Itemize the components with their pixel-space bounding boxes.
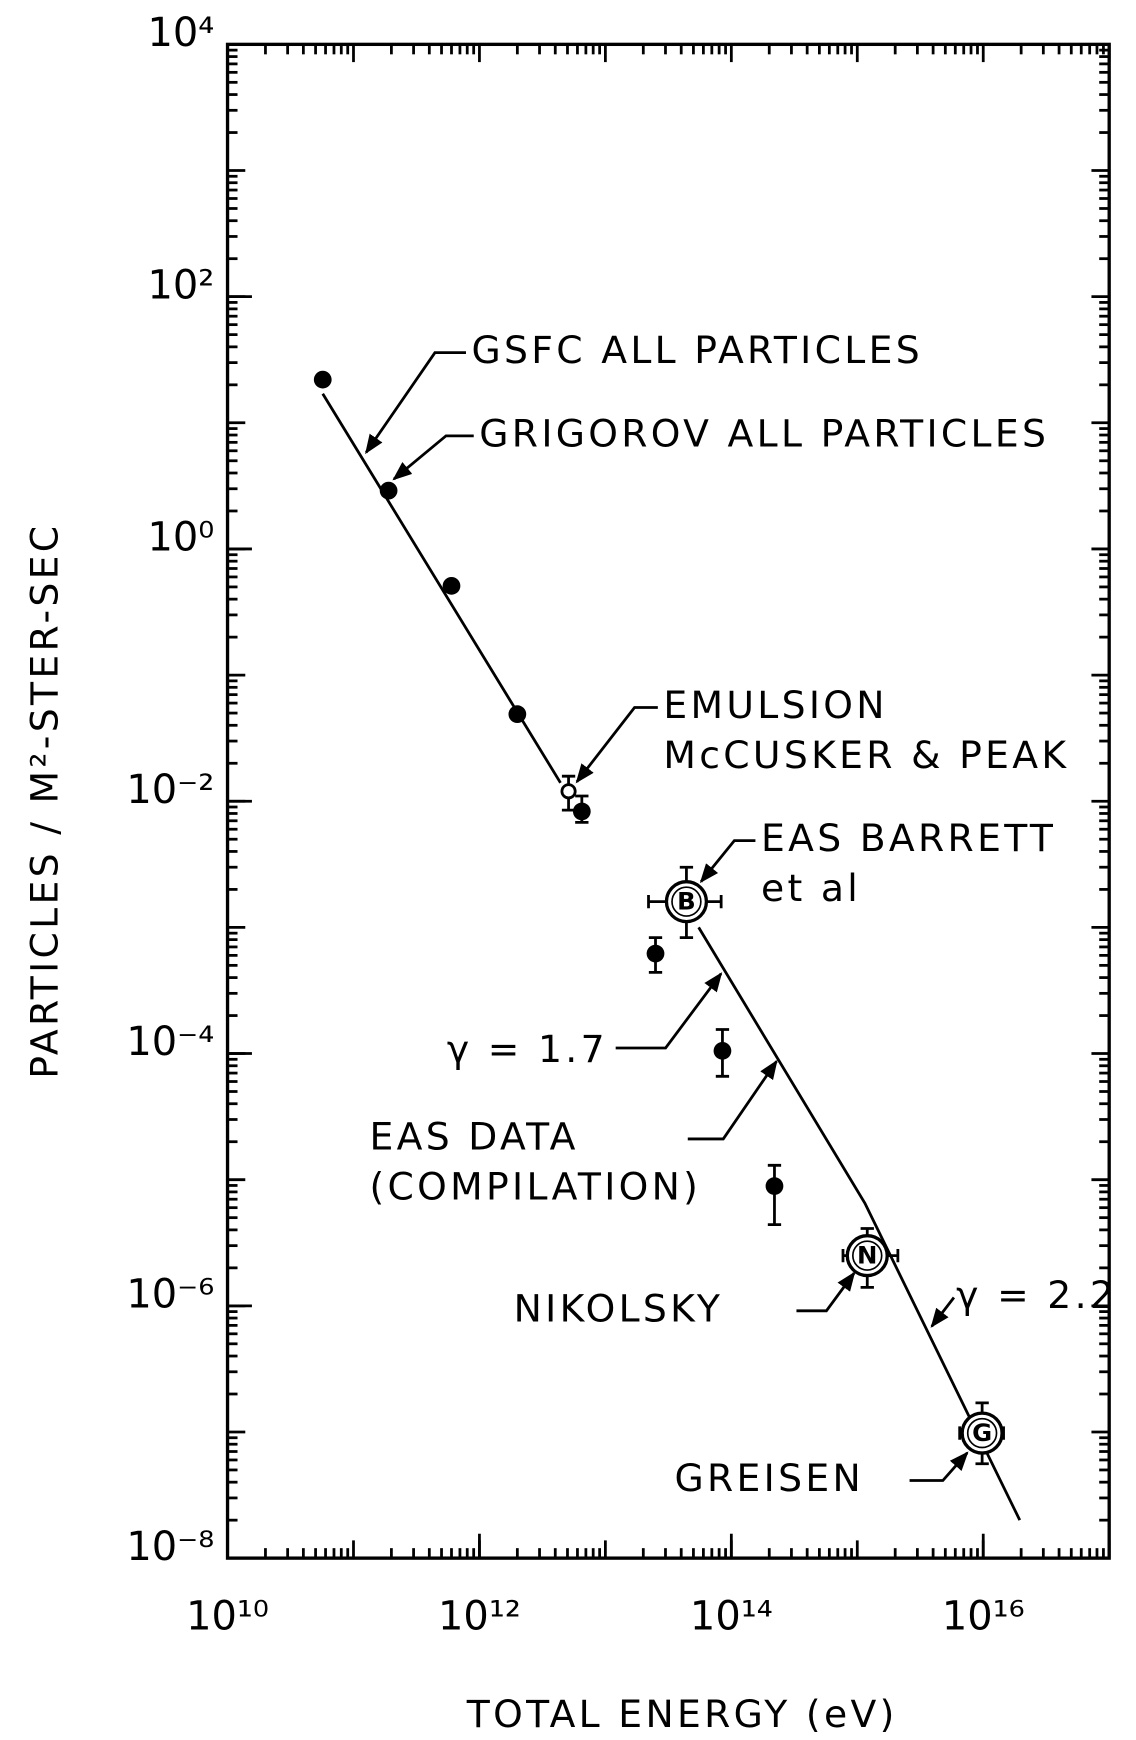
annotation: γ = 2.2: [956, 1273, 1117, 1317]
y-tick-label: 10⁻⁸: [126, 1524, 214, 1570]
y-tick-label: 10⁻²: [126, 767, 214, 813]
annotation: (COMPILATION): [369, 1164, 701, 1208]
annotation: EAS BARRETT: [761, 816, 1056, 860]
x-tick-label: 10¹⁴: [690, 1594, 773, 1640]
x-tick-label: 10¹²: [438, 1594, 521, 1640]
annotation-arrow: [615, 972, 723, 1050]
annotation-arrow: [930, 1296, 956, 1328]
annotation-arrow: [699, 839, 756, 884]
y-axis-label: PARTICLES / M²-STER-SEC: [22, 523, 66, 1079]
annotation: GRIGOROV ALL PARTICLES: [479, 411, 1049, 455]
y-tick-label: 10⁻⁴: [126, 1019, 214, 1065]
annotation: EMULSION: [663, 683, 887, 727]
annotation-arrow: [392, 434, 474, 481]
annotation-arrow: [575, 706, 658, 784]
annotation: McCUSKER & PEAK: [663, 733, 1069, 777]
point: [765, 1177, 784, 1195]
y-tick-label: 10²: [147, 262, 214, 308]
point-ring: [852, 1240, 883, 1271]
y-tick-label: 10⁻⁶: [126, 1271, 214, 1317]
point: [379, 481, 398, 500]
plot-frame: [225, 42, 1111, 1560]
point: [560, 783, 577, 800]
point-label: G: [972, 1418, 992, 1447]
annotation-arrow: [796, 1271, 856, 1313]
x-tick-label: 10¹⁶: [942, 1594, 1025, 1640]
annotation: NIKOLSKY: [514, 1286, 724, 1330]
x-axis-label: TOTAL ENERGY (eV): [466, 1692, 898, 1736]
fit-line: [697, 926, 1022, 1521]
y-error-bar: [767, 1163, 782, 1227]
annotation-arrow: [909, 1451, 969, 1482]
annotation: GREISEN: [674, 1456, 864, 1500]
point-ring: [671, 886, 702, 917]
point: [646, 944, 665, 963]
annotation-arrow: [687, 1059, 778, 1141]
annotation: GSFC ALL PARTICLES: [472, 328, 923, 372]
y-tick-label: 10⁰: [147, 515, 214, 561]
annotation: γ = 1.7: [447, 1027, 608, 1071]
x-tick-label: 10¹⁰: [186, 1594, 269, 1640]
point-ring: [966, 1417, 998, 1449]
annotation-arrow: [365, 351, 466, 455]
annotation: EAS DATA: [369, 1114, 578, 1158]
point: [572, 802, 591, 821]
point: [508, 705, 527, 724]
point: [713, 1041, 732, 1060]
annotation: et al: [761, 866, 861, 910]
point: [442, 576, 461, 595]
y-tick-label: 10⁴: [147, 10, 214, 56]
point-label: N: [857, 1241, 877, 1270]
point-label: B: [677, 887, 696, 916]
point: [313, 370, 332, 389]
